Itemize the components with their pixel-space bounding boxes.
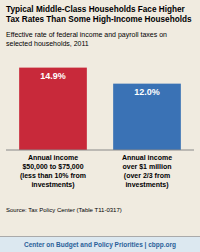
x-tick-label-line: (over 2/3 from xyxy=(124,172,170,180)
subtitle: Effective rate of federal income and pay… xyxy=(6,31,167,47)
x-tick-label-line: Annual income xyxy=(122,154,172,161)
source-line: Source: Tax Policy Center (Table T11-031… xyxy=(6,207,122,213)
bar xyxy=(19,68,87,150)
background xyxy=(0,0,200,252)
footer: Center on Budget and Policy Priorities |… xyxy=(24,241,176,249)
x-tick-label: Annual income over $1 million(over 2/3 fr… xyxy=(122,154,172,189)
data-label: 14.9% xyxy=(40,71,66,81)
subtitle-line: Effective rate of federal income and pay… xyxy=(6,31,167,39)
x-tick-label-line: (less than 10% from xyxy=(20,172,86,180)
data-label: 12.0% xyxy=(134,87,160,97)
chart: Typical Middle-Class Households Face Hig… xyxy=(0,0,200,252)
x-tick-label-line: Annual income xyxy=(28,154,78,161)
footer-separator xyxy=(0,236,200,237)
title: Typical Middle-Class Households Face Hig… xyxy=(6,5,192,24)
footer-line: Center on Budget and Policy Priorities |… xyxy=(24,241,176,249)
bar xyxy=(113,84,181,150)
x-tick-label-line: over $1 million xyxy=(122,163,171,171)
axis-line xyxy=(6,150,194,151)
bars xyxy=(19,68,181,150)
title-line: Tax Rates Than Some High-Income Househol… xyxy=(6,15,192,24)
title-line: Typical Middle-Class Households Face Hig… xyxy=(6,5,185,14)
footer-background xyxy=(0,237,200,252)
source: Source: Tax Policy Center (Table T11-031… xyxy=(6,207,122,213)
x-tick-label-line: $50,000 to $75,000 xyxy=(22,163,83,171)
x-tick-label: Annual income $50,000 to $75,000(less tha… xyxy=(20,154,86,189)
x-tick-label-line: investments) xyxy=(31,181,74,189)
subtitle-line: selected households, 2011 xyxy=(6,40,89,47)
x-tick-label-line: investments) xyxy=(125,181,168,189)
